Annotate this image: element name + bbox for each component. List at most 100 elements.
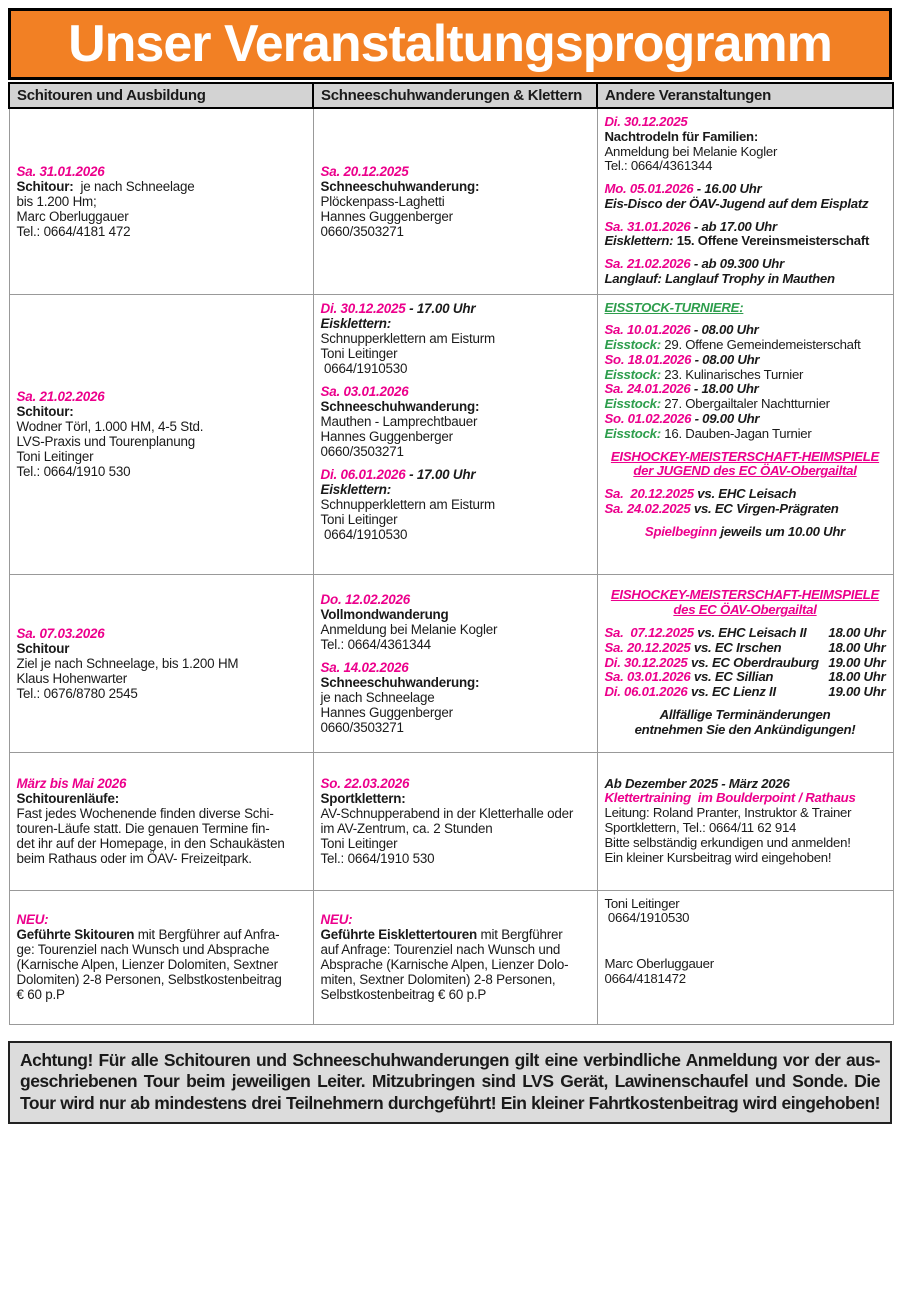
event-block: Allfällige Terminänderungen entnehmen Sie… [605, 707, 886, 738]
text-line: Ziel je nach Schneelage, bis 1.200 HM [17, 656, 306, 671]
text-line: Di. 30.12.2025 - 17.00 Uhr [321, 301, 590, 316]
event-text: Hannes Guggenberger [320, 428, 454, 444]
program-table: Schitouren und Ausbildung Schneeschuhwan… [8, 82, 894, 1025]
text-line: Schitour: je nach Schneelage [17, 179, 306, 194]
event-text: je nach Schneelage [73, 178, 195, 194]
event-text: Sportklettern, Tel.: 0664/11 62 914 [604, 820, 797, 835]
event-heading: Sportklettern: [320, 791, 406, 806]
event-date: Sa. 21.02.2026 [16, 389, 105, 404]
text-line: ge: Tourenziel nach Wunsch und Absprache [17, 942, 306, 957]
event-heading: Geführte Skitouren [16, 927, 135, 942]
event-text: Tel.: 0676/8780 2545 [16, 685, 138, 701]
event-block: Toni Leitinger 0664/1910530 [605, 896, 886, 927]
text-line: miten, Sextner Dolomiten) 2-8 Personen, [321, 972, 590, 987]
event-detail: - 17.00 Uhr [405, 466, 476, 482]
event-block: Di. 06.01.2026 - 17.00 Uhr Eisklettern: Sc… [321, 467, 590, 542]
event-date: Di. 30.12.2025 [604, 654, 688, 670]
program-cell: Di. 30.12.2025 Nachtrodeln für Familien: A… [596, 107, 894, 295]
eisstock-label: Eisstock: [604, 366, 662, 382]
event-text: auf Anfrage: Tourenziel nach Wunsch und [320, 942, 561, 957]
text-line: Sportklettern: [321, 791, 590, 806]
event-detail: - ab 17.00 Uhr [690, 218, 777, 234]
text-line: Hannes Guggenberger [321, 705, 590, 720]
text-line: Schnupperklettern am Eisturm [321, 331, 590, 346]
event-detail: - 18.00 Uhr [690, 381, 759, 397]
event-detail: - 08.00 Uhr [690, 322, 759, 338]
text-line: Absprache (Karnische Alpen, Lienzer Dolo… [321, 957, 590, 972]
eisstock-section-heading: EISSTOCK-TURNIERE: [604, 299, 744, 315]
text-line: Sa. 20.12.2025 vs. EC Irschen 18.00 Uhr [605, 639, 886, 656]
text-line: Toni Leitinger [321, 512, 590, 527]
event-block: Ab Dezember 2025 - März 2026 Klettertrain… [604, 776, 886, 866]
event-text: Hannes Guggenberger [320, 704, 454, 720]
event-detail: vs. EC Sillian [690, 669, 774, 685]
program-cell: März bis Mai 2026 Schitourenläufe: Fast je… [8, 751, 314, 891]
text-line: Tel.: 0664/4361344 [605, 159, 886, 174]
text-line: Sa. 24.02.2025 vs. EC Virgen-Prägraten [605, 501, 886, 517]
event-block: EISHOCKEY-MEISTERSCHAFT-HEIMSPIELE der JU… [605, 449, 886, 480]
program-cell: Ab Dezember 2025 - März 2026 Klettertrain… [596, 751, 894, 891]
notice-box: Achtung! Für alle Schitouren und Schnees… [8, 1040, 892, 1125]
event-text: Toni Leitinger [320, 345, 398, 361]
event-text: mit Bergführer auf Anfra- [134, 927, 280, 942]
event-detail: vs. EHC Leisach [693, 486, 797, 502]
page-title: Unser Veranstaltungsprogramm [68, 15, 833, 73]
event-detail: 18.00 Uhr [828, 639, 886, 655]
text-line: Ab Dezember 2025 - März 2026 [605, 776, 886, 792]
event-block: NEU: Geführte Eisklettertouren mit Bergfü… [321, 912, 590, 1002]
event-text: Schnupperklettern am Eisturm [320, 330, 496, 346]
event-detail: 19.00 Uhr [828, 654, 886, 670]
event-text: Schnupperklettern am Eisturm [320, 496, 496, 512]
program-cell: Sa. 07.03.2026 Schitour Ziel je nach Schne… [8, 573, 314, 753]
eishockey-section-heading: der JUGEND des EC ÖAV-Obergailtal [633, 463, 857, 479]
event-block: NEU: Geführte Skitouren mit Bergführer au… [17, 912, 306, 1002]
text-line: Toni Leitinger [17, 449, 306, 464]
event-text: Absprache (Karnische Alpen, Lienzer Dolo… [320, 957, 569, 972]
event-text: miten, Sextner Dolomiten) 2-8 Personen, [320, 972, 556, 987]
event-text: Toni Leitinger [320, 836, 398, 851]
event-text: Toni Leitinger [320, 511, 398, 527]
text-line: So. 01.02.2026 - 09.00 Uhr [605, 410, 886, 427]
event-date: Sa. 20.12.2025 [604, 486, 695, 502]
program-table-header: Schitouren und Ausbildung Schneeschuhwan… [8, 82, 894, 109]
event-text: Tel.: 0664/1910 530 [16, 464, 131, 479]
event-text: 27. Obergailtaler Nachtturnier [660, 396, 830, 412]
event-heading: Schitourenläufe: [16, 791, 120, 806]
highlight-label: NEU: [16, 912, 49, 927]
notice-line: Achtung! Für alle Schitouren und Schnees… [20, 1049, 881, 1070]
program-cell: EISHOCKEY-MEISTERSCHAFT-HEIMSPIELE des EC… [596, 573, 894, 753]
event-detail: 19.00 Uhr [828, 684, 886, 700]
event-heading: Nachtrodeln für Familien: [604, 128, 759, 144]
text-line: Eisklettern: 15. Offene Vereinsmeistersc… [605, 234, 886, 249]
program-cell: NEU: Geführte Eisklettertouren mit Bergfü… [312, 889, 598, 1025]
text-line: 0664/1910530 [321, 527, 590, 542]
event-block: Mo. 05.01.2026 - 16.00 Uhr Eis-Disco der … [605, 181, 886, 212]
event-text: 0664/1910530 [320, 526, 408, 542]
event-text: mit Bergführer [476, 927, 563, 942]
text-line: Tel.: 0664/4181 472 [17, 224, 306, 239]
column-header-schneeschuh: Schneeschuhwanderungen & Klettern [312, 82, 598, 109]
event-text [605, 934, 608, 949]
event-detail: vs. EHC Leisach II [693, 625, 807, 641]
event-date: Sa. 31.01.2026 [604, 218, 691, 234]
text-line: der JUGEND des EC ÖAV-Obergailtal [605, 464, 886, 479]
text-line: Marc Oberluggauer [17, 209, 306, 224]
text-line: Nachtrodeln für Familien: [604, 128, 886, 145]
text-line: 0660/3503271 [321, 720, 590, 735]
event-text: Anmeldung bei Melanie Kogler [604, 143, 778, 159]
event-detail: - 09.00 Uhr [691, 410, 760, 426]
text-line: Schitour: [17, 404, 306, 419]
text-line: Anmeldung bei Melanie Kogler [604, 143, 886, 160]
text-line: Di. 06.01.2026 - 17.00 Uhr [321, 467, 590, 482]
event-date: Sa. 03.01.2026 [604, 669, 691, 685]
text-line: Tel.: 0664/4361344 [321, 637, 590, 652]
event-heading: Schitour: [16, 404, 74, 419]
event-text: Tel.: 0664/4361344 [604, 158, 713, 174]
event-text: Tel.: 0664/1910 530 [320, 851, 435, 866]
event-heading: 15. Offene Vereinsmeisterschaft [673, 233, 870, 249]
text-line: Eisstock: 27. Obergailtaler Nachtturnier [605, 396, 886, 412]
event-block: Sa. 07.12.2025 vs. EHC Leisach II 18.00 U… [604, 625, 886, 700]
event-text: 0660/3503271 [320, 719, 404, 735]
text-line: Sa. 03.01.2026 [321, 384, 590, 399]
event-date: Di. 06.01.2026 [320, 466, 406, 482]
